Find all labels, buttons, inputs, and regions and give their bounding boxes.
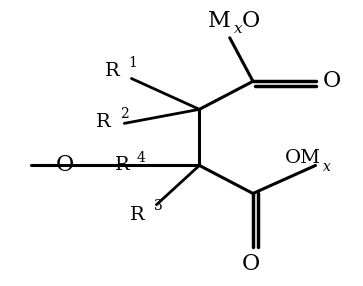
Text: O: O <box>323 70 341 92</box>
Text: R: R <box>96 113 110 131</box>
Text: O: O <box>242 253 260 275</box>
Text: R: R <box>115 156 130 174</box>
Text: R: R <box>105 62 119 80</box>
Text: 2: 2 <box>120 107 129 121</box>
Text: OM: OM <box>285 149 321 167</box>
Text: O: O <box>56 154 74 176</box>
Text: x: x <box>323 160 331 174</box>
Text: x: x <box>234 22 243 36</box>
Text: M: M <box>208 10 231 32</box>
Text: O: O <box>241 10 260 32</box>
Text: 4: 4 <box>137 151 146 165</box>
Text: R: R <box>130 206 144 224</box>
Text: 1: 1 <box>129 56 138 70</box>
Text: 3: 3 <box>154 199 162 213</box>
